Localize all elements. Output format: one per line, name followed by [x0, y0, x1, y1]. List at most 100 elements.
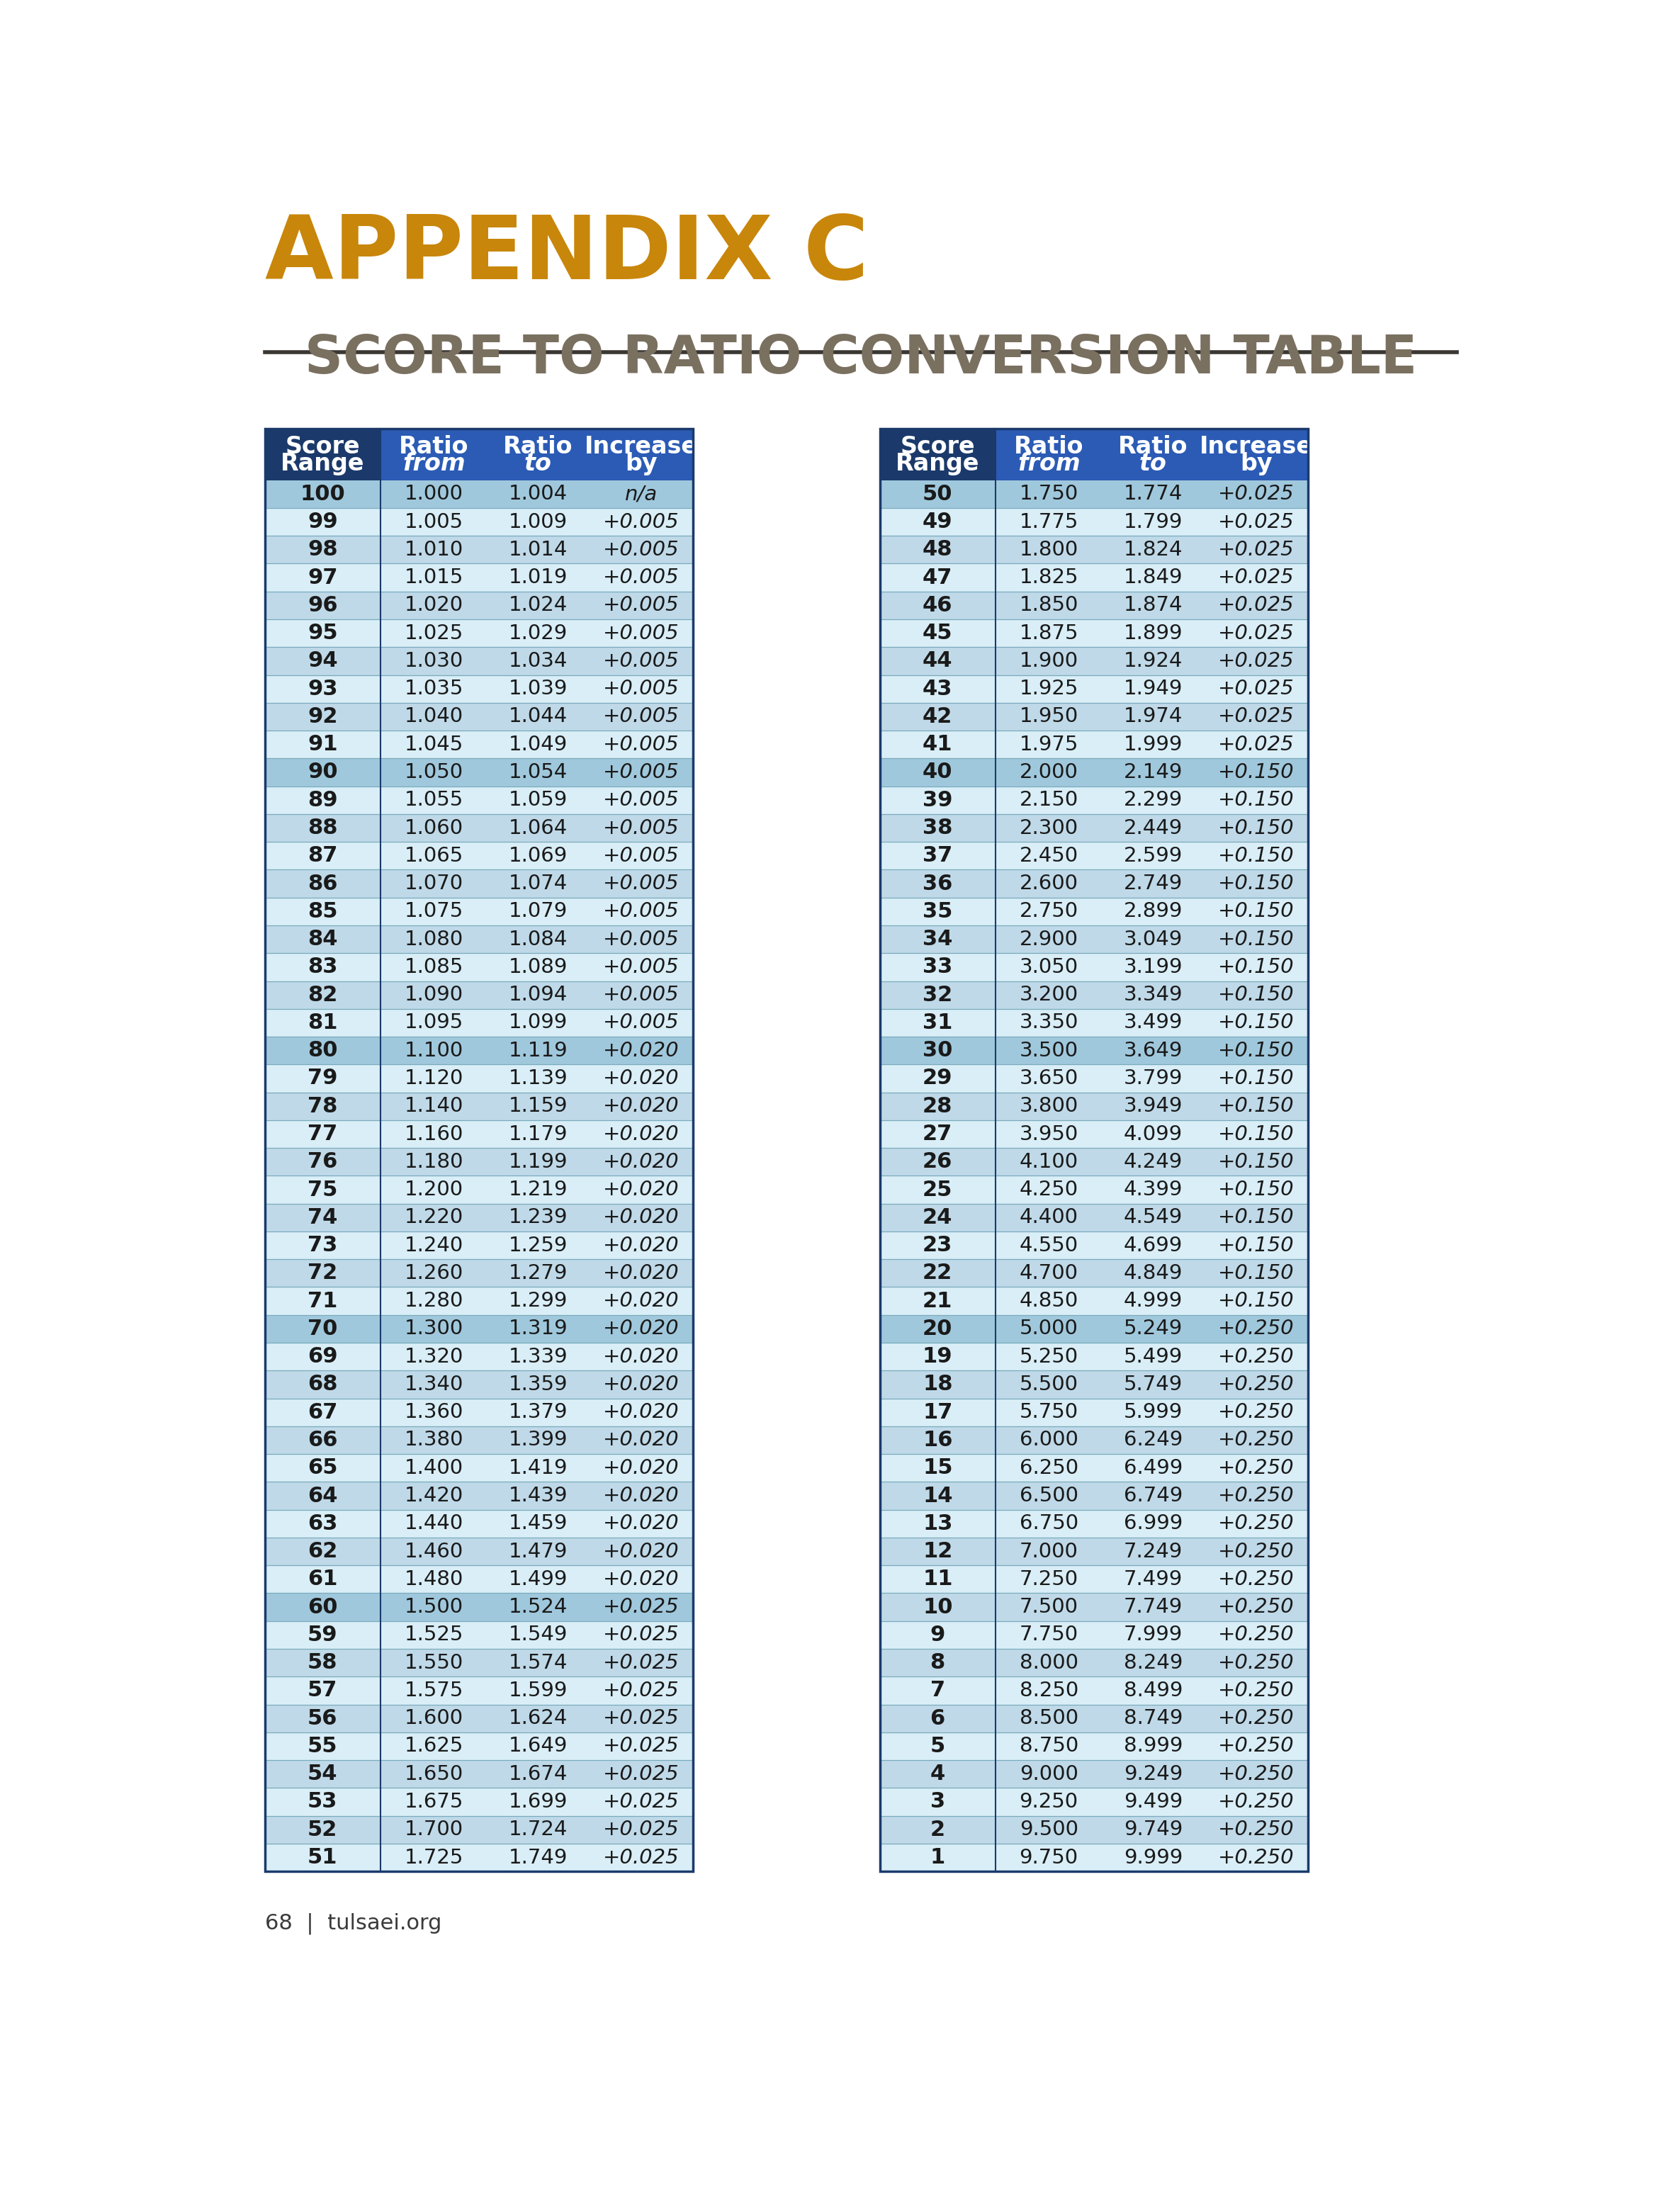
Bar [880, 648, 1309, 674]
Text: 7.750: 7.750 [1020, 1624, 1079, 1644]
Text: 35: 35 [922, 902, 953, 922]
Bar [265, 648, 694, 674]
Text: 1.300: 1.300 [405, 1319, 464, 1339]
Bar [880, 1759, 1309, 1788]
Text: 1.400: 1.400 [405, 1459, 464, 1478]
Bar [265, 897, 694, 926]
Bar [880, 926, 1309, 953]
Text: +0.025: +0.025 [603, 1624, 679, 1644]
Text: 46: 46 [922, 594, 953, 617]
Bar [265, 1483, 694, 1509]
Text: 8.249: 8.249 [1124, 1653, 1183, 1673]
Text: +0.025: +0.025 [603, 1653, 679, 1673]
Text: 4.400: 4.400 [1020, 1207, 1079, 1227]
Text: +0.020: +0.020 [603, 1067, 679, 1087]
Bar [265, 1454, 694, 1483]
Text: +0.025: +0.025 [1218, 678, 1294, 698]
Text: Ratio: Ratio [398, 435, 469, 457]
Text: 1.524: 1.524 [509, 1598, 568, 1618]
Bar [880, 1370, 1309, 1399]
Text: 1.199: 1.199 [509, 1151, 568, 1171]
Text: 30: 30 [922, 1041, 953, 1061]
Text: 55: 55 [307, 1735, 338, 1757]
Text: +0.005: +0.005 [603, 594, 679, 614]
Text: 68  |  tulsaei.org: 68 | tulsaei.org [265, 1912, 442, 1934]
Text: 1.624: 1.624 [509, 1708, 568, 1728]
Text: 1.949: 1.949 [1124, 678, 1183, 698]
Text: 1.924: 1.924 [1124, 652, 1183, 672]
Text: 12: 12 [922, 1540, 953, 1562]
Bar [880, 787, 1309, 813]
Text: 87: 87 [307, 846, 338, 866]
Text: 66: 66 [307, 1430, 338, 1450]
Bar [265, 1120, 694, 1147]
Text: 67: 67 [307, 1401, 338, 1423]
Bar [1102, 429, 1205, 480]
Text: 7.499: 7.499 [1124, 1569, 1183, 1589]
Text: +0.025: +0.025 [1218, 513, 1294, 533]
Text: 5.999: 5.999 [1124, 1403, 1183, 1423]
Text: +0.005: +0.005 [603, 652, 679, 672]
Text: 1.045: 1.045 [405, 734, 464, 754]
Text: 1.005: 1.005 [405, 513, 464, 533]
Text: 1.094: 1.094 [509, 986, 568, 1006]
Text: 1.025: 1.025 [405, 623, 464, 643]
Text: +0.025: +0.025 [1218, 652, 1294, 672]
Bar [880, 429, 1309, 1872]
Text: 1.874: 1.874 [1124, 594, 1183, 614]
Text: 90: 90 [307, 762, 338, 782]
Text: 1.120: 1.120 [405, 1067, 464, 1087]
Text: +0.250: +0.250 [1218, 1764, 1294, 1783]
Bar [880, 1231, 1309, 1260]
Text: 3.350: 3.350 [1020, 1012, 1079, 1032]
Bar [265, 1260, 694, 1286]
Text: APPENDIX C: APPENDIX C [265, 212, 869, 298]
Text: Ratio: Ratio [1015, 435, 1084, 457]
Text: 1.319: 1.319 [509, 1319, 568, 1339]
Text: 1.625: 1.625 [405, 1737, 464, 1757]
Text: 1.024: 1.024 [509, 594, 568, 614]
Text: 1.549: 1.549 [509, 1624, 568, 1644]
Text: 2.149: 2.149 [1124, 762, 1183, 782]
Text: Increase: Increase [585, 435, 697, 457]
Text: 1.899: 1.899 [1124, 623, 1183, 643]
Text: 5.500: 5.500 [1020, 1375, 1079, 1395]
Text: 1.599: 1.599 [509, 1680, 568, 1699]
Text: 79: 79 [307, 1067, 338, 1090]
Bar [265, 953, 694, 981]
Text: +0.150: +0.150 [1218, 1125, 1294, 1145]
Text: 1.419: 1.419 [509, 1459, 568, 1478]
Text: 25: 25 [922, 1180, 953, 1200]
Text: 95: 95 [307, 623, 338, 643]
Text: +0.250: +0.250 [1218, 1403, 1294, 1423]
Bar [880, 1344, 1309, 1370]
Bar [880, 1260, 1309, 1286]
Text: 84: 84 [307, 928, 338, 950]
Text: 2.749: 2.749 [1124, 873, 1183, 893]
Text: 1.075: 1.075 [405, 902, 464, 922]
Text: +0.025: +0.025 [1218, 568, 1294, 588]
Text: 38: 38 [922, 818, 953, 838]
Bar [880, 1483, 1309, 1509]
Text: +0.020: +0.020 [603, 1430, 679, 1450]
Text: 63: 63 [307, 1514, 338, 1534]
Text: 1.079: 1.079 [509, 902, 568, 922]
Text: 1.029: 1.029 [509, 623, 568, 643]
Text: 24: 24 [922, 1207, 953, 1229]
Text: 44: 44 [922, 650, 953, 672]
Text: +0.150: +0.150 [1218, 762, 1294, 782]
Text: 8.749: 8.749 [1124, 1708, 1183, 1728]
Text: 8.499: 8.499 [1124, 1680, 1183, 1699]
Text: +0.150: +0.150 [1218, 1235, 1294, 1255]
Text: +0.005: +0.005 [603, 568, 679, 588]
Text: 6.249: 6.249 [1124, 1430, 1183, 1450]
Text: +0.250: +0.250 [1218, 1598, 1294, 1618]
Bar [880, 1176, 1309, 1204]
Text: 2.299: 2.299 [1124, 791, 1183, 811]
Text: 5.750: 5.750 [1020, 1403, 1079, 1423]
Text: 77: 77 [307, 1123, 338, 1145]
Text: 1.440: 1.440 [405, 1514, 464, 1534]
Text: 72: 72 [307, 1262, 338, 1284]
Text: 4.549: 4.549 [1124, 1207, 1183, 1227]
Text: 42: 42 [922, 707, 953, 727]
